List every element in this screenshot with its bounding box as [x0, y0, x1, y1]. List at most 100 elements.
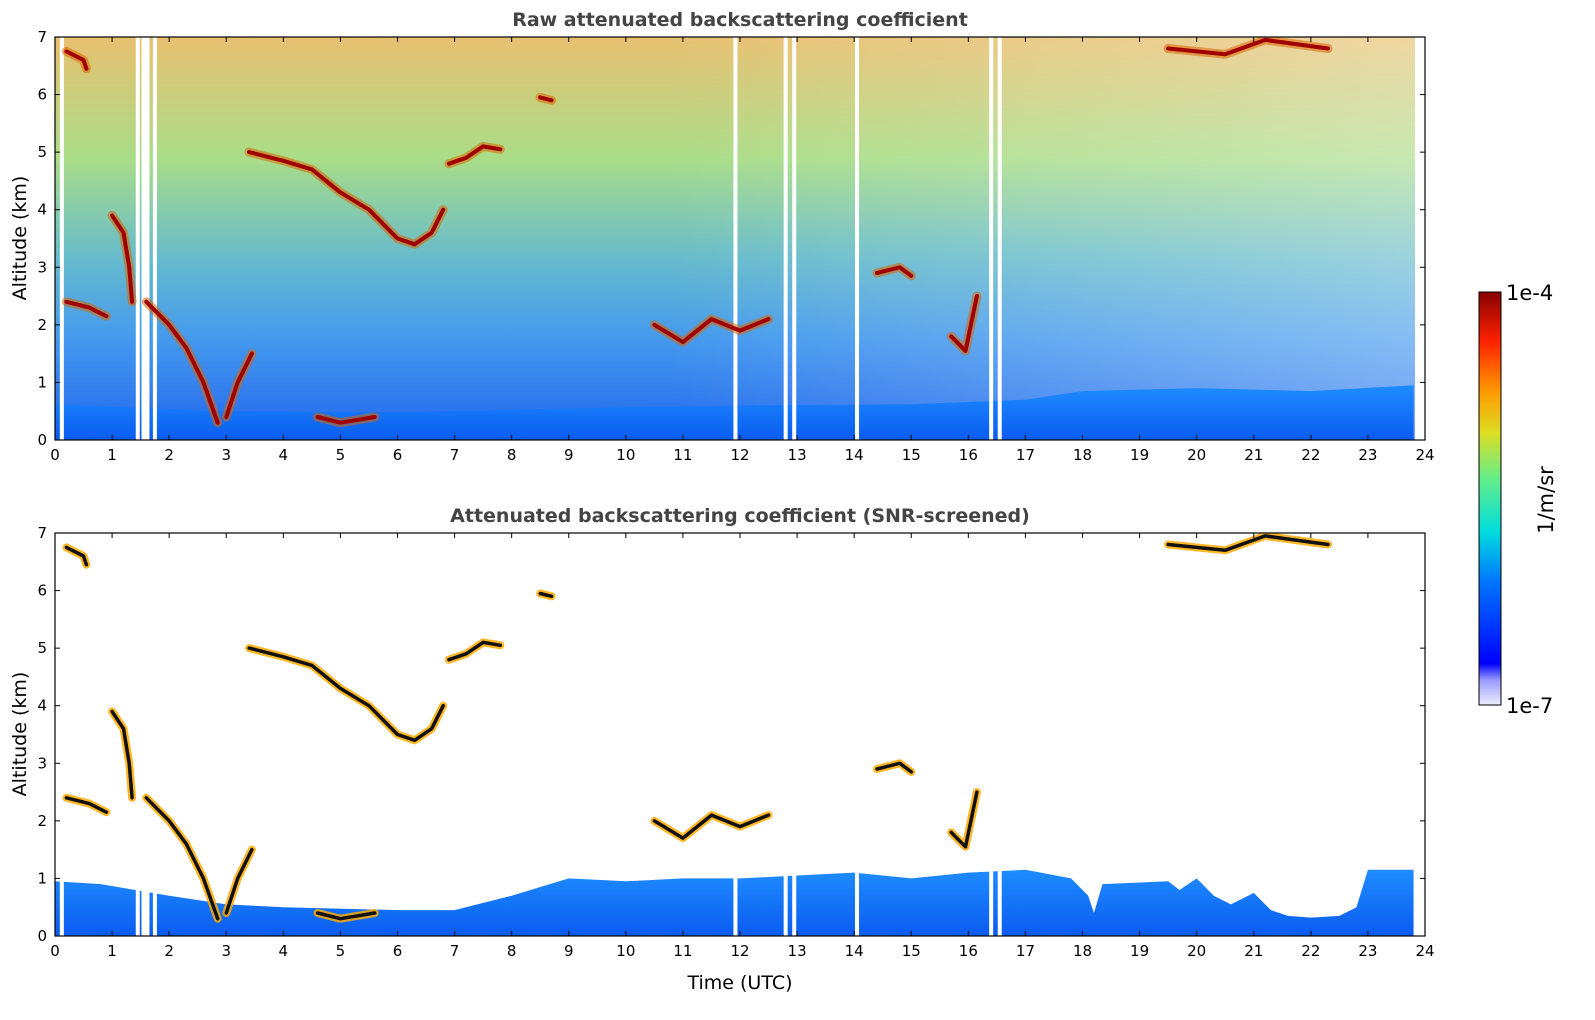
y-tick-label: 3	[37, 258, 47, 276]
x-tick-label: 13	[788, 446, 807, 464]
cloud-layer	[1166, 534, 1330, 553]
data-gap-stripe	[997, 37, 1002, 440]
x-tick-label: 24	[1415, 942, 1434, 960]
panel-screened-title: Attenuated backscattering coefficient (S…	[450, 505, 1030, 527]
x-tick-label: 13	[788, 942, 807, 960]
colorbar-unit-label: 1/m/sr	[1534, 466, 1558, 534]
cloud-layer	[446, 144, 503, 166]
data-gap-stripe	[145, 37, 150, 440]
panel-screened: Attenuated backscattering coefficient (S…	[9, 505, 1435, 994]
x-tick-label: 16	[959, 446, 978, 464]
cloud-layer	[538, 95, 554, 103]
cloud-layer	[64, 545, 89, 567]
x-tick-label: 22	[1301, 942, 1320, 960]
x-tick-label: 12	[730, 942, 749, 960]
x-tick-label: 3	[221, 942, 231, 960]
x-tick-label: 2	[164, 942, 174, 960]
x-tick-label: 12	[730, 446, 749, 464]
x-tick-label: 18	[1073, 446, 1092, 464]
x-tick-label: 10	[616, 942, 635, 960]
data-gap-stripe	[141, 861, 146, 936]
x-tick-label: 9	[564, 942, 574, 960]
x-tick-label: 11	[673, 446, 692, 464]
data-gap-stripe	[783, 37, 788, 440]
colorbar-min-label: 1e-7	[1506, 694, 1553, 718]
x-tick-label: 4	[279, 942, 289, 960]
y-tick-label: 3	[37, 754, 47, 772]
panel-raw-title: Raw attenuated backscattering coefficien…	[512, 9, 968, 31]
data-gap-stripe	[733, 861, 738, 936]
x-tick-label: 2	[164, 446, 174, 464]
raw-cloud-layers	[61, 37, 1333, 428]
cloud-layer	[875, 761, 914, 774]
x-tick-label: 6	[393, 942, 403, 960]
data-gap-stripe	[152, 37, 157, 440]
y-tick-label: 7	[37, 524, 47, 542]
data-gap-stripe	[783, 861, 788, 936]
raw-data-gaps	[59, 37, 1002, 440]
cloud-layer	[949, 790, 979, 849]
y-tick-label: 1	[37, 373, 47, 391]
x-tick-label: 16	[959, 942, 978, 960]
y-tick-label: 4	[37, 201, 47, 219]
x-tick-label: 23	[1358, 942, 1377, 960]
x-tick-label: 24	[1415, 446, 1434, 464]
x-tick-label: 18	[1073, 942, 1092, 960]
data-gap-stripe	[989, 861, 994, 936]
panel-raw-ylabel: Altitude (km)	[9, 176, 31, 301]
x-tick-label: 20	[1187, 942, 1206, 960]
x-tick-label: 17	[1016, 942, 1035, 960]
x-tick-label: 6	[393, 446, 403, 464]
cloud-layer-halo	[245, 644, 448, 745]
cloud-layer	[110, 709, 134, 800]
cloud-layer	[64, 49, 89, 71]
cloud-layer	[315, 911, 377, 921]
cloud-layer-halo	[650, 811, 773, 843]
x-tick-label: 7	[450, 942, 460, 960]
cloud-layer	[247, 646, 445, 743]
y-tick-label: 6	[37, 86, 47, 104]
panel-screened-y-axis: 0 1 2 3 4 5 6 7	[37, 524, 1425, 945]
y-tick-label: 7	[37, 28, 47, 46]
panel-raw-y-axis: 0 1 2 3 4 5 6 7	[37, 28, 1425, 449]
panel-screened-ylabel: Altitude (km)	[9, 672, 31, 797]
panel-screened-x-axis: 0 1 2 3 4 5 6 7 8 9 10 11 12 13 14 15 16 17 18 19 20 21 22 23 24	[50, 533, 1435, 960]
cloud-layer	[652, 813, 771, 840]
x-tick-label: 21	[1244, 942, 1263, 960]
x-tick-label: 3	[221, 446, 231, 464]
data-gap-stripe	[855, 37, 860, 440]
data-gap-stripe	[59, 37, 64, 440]
colorbar-max-label: 1e-4	[1506, 281, 1553, 305]
x-tick-label: 23	[1358, 446, 1377, 464]
colorbar-gradient	[1478, 291, 1502, 706]
x-tick-label: 0	[50, 942, 60, 960]
screened-data-gaps	[59, 861, 1002, 936]
data-gap-stripe	[733, 37, 738, 440]
x-tick-label: 8	[507, 446, 517, 464]
cloud-layer	[224, 351, 254, 419]
panel-raw: Raw attenuated backscattering coefficien…	[9, 9, 1435, 464]
x-tick-label: 15	[902, 942, 921, 960]
cloud-layer	[64, 796, 109, 814]
data-gap-stripe	[59, 861, 64, 936]
x-tick-label: 14	[845, 446, 864, 464]
x-tick-label: 7	[450, 446, 460, 464]
data-gap-stripe	[997, 861, 1002, 936]
cloud-layer	[1166, 37, 1330, 57]
cloud-layer	[538, 591, 554, 599]
data-gap-stripe	[135, 37, 140, 440]
x-tick-label: 17	[1016, 446, 1035, 464]
data-gap-stripe	[152, 861, 157, 936]
screened-cloud-layers	[62, 533, 1332, 923]
y-tick-label: 0	[37, 431, 47, 449]
cloud-layer	[447, 640, 503, 662]
cloud-layer	[144, 796, 220, 921]
data-gap-stripe	[855, 861, 860, 936]
cloud-layer	[875, 265, 914, 278]
panel-raw-x-axis: 0 1 2 3 4 5 6 7 8 9 10 11 12 13 14 15 16 17 18 19 20 21 22 23 24	[50, 37, 1435, 464]
cloud-layer	[247, 150, 446, 247]
y-tick-label: 2	[37, 316, 47, 334]
y-tick-label: 5	[37, 639, 47, 657]
y-tick-label: 5	[37, 143, 47, 161]
